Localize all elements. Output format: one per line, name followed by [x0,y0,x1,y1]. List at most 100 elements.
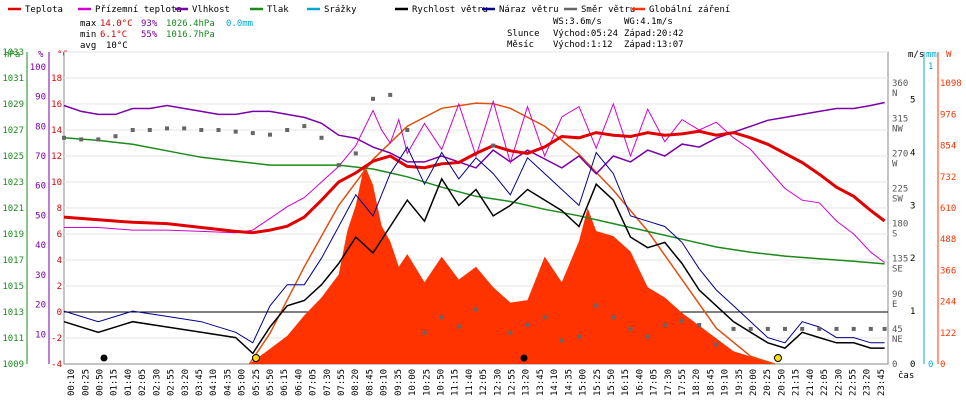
time-tick-45: 18:45 [706,369,716,396]
ms-tick-3: 2 [910,254,915,264]
w-tick-0: 1098 [940,79,962,89]
time-tick-26: 10:50 [437,369,447,396]
time-tick-34: 14:10 [550,369,560,396]
wind-direction-point-24 [474,307,478,312]
hpa-tick-1: 1031 [2,74,24,84]
hpa-tick-4: 1025 [2,152,24,162]
time-tick-1: 00:25 [81,369,91,396]
stat-max-0: max [80,19,97,29]
time-tick-14: 05:50 [266,369,276,396]
axis-w-label: W [946,50,952,60]
time-tick-33: 13:45 [536,369,546,396]
dir-tick-0: 360 [892,79,908,89]
dir-tick-6: 90 [892,290,903,300]
legend: Teplota Přízemní teplota Vlhkost Tlak Srážky… [8,5,730,15]
dir-tick-name-6: E [892,300,897,310]
time-tick-49: 20:25 [763,369,773,396]
time-tick-54: 22:30 [834,369,844,396]
ms-tick-4: 1 [910,307,915,317]
wind-direction-point-45 [834,326,839,331]
wind-direction-point-36 [680,319,684,324]
sun-rise-marker [252,354,260,362]
time-tick-48: 20:00 [749,369,759,396]
stat-max-4: 0.0mm [226,19,253,29]
dir-tick-name-5: SE [892,265,903,275]
wind-direction-point-37 [697,323,702,327]
moon-rise: Východ:1:12 [553,40,613,50]
dir-tick-2: 270 [892,149,908,159]
dir-tick-8: 0 [892,360,897,370]
series-temperature [63,129,886,235]
series-ground-temperature [64,99,885,263]
wind-direction-point-20 [405,128,410,132]
time-tick-6: 02:30 [152,369,162,396]
wind-direction-point-27 [525,323,530,327]
legend-label-4: Srážky [324,5,357,15]
stat-min-2: 55% [141,30,158,40]
degc-tick-4: 10 [51,178,62,188]
w-tick-5: 488 [940,235,956,245]
wind-direction-point-46 [851,326,856,331]
dir-tick-name-7: NE [892,335,903,345]
time-tick-12: 05:00 [238,369,248,396]
wind-direction-point-47 [868,326,873,331]
wind-direction-point-23 [456,324,461,329]
hpa-tick-5: 1023 [2,178,24,188]
wind-direction-point-35 [662,323,667,327]
wind-direction-point-22 [439,315,444,320]
time-tick-11: 04:35 [223,369,233,396]
degc-tick-10: -2 [51,334,62,344]
degc-tick-7: 4 [57,256,62,266]
ms-tick-5: 0 [910,360,915,370]
time-tick-2: 00:50 [96,369,106,396]
time-tick-40: 16:40 [635,369,645,396]
axis-ms-label: m/s [908,50,924,60]
legend-label-2: Vlhkost [192,5,230,15]
time-tick-5: 02:05 [138,369,148,396]
wind-direction-point-1 [79,137,84,142]
time-tick-27: 11:15 [451,369,461,396]
wind-direction-point-2 [96,137,101,142]
wind-direction-point-44 [817,326,822,331]
wind-direction-point-41 [765,326,770,331]
time-tick-51: 21:15 [792,369,802,396]
pct-tick-9: 10 [35,330,46,340]
ms-tick-0: 5 [910,96,915,106]
hpa-tick-9: 1015 [2,282,24,292]
dir-tick-3: 225 [892,185,908,195]
pct-tick-3: 70 [35,152,46,162]
plot-area [62,51,889,365]
time-tick-47: 19:35 [735,369,745,396]
sun-set: Západ:20:42 [624,29,684,39]
degc-tick-2: 14 [51,126,62,136]
degc-tick-0: 18 [51,74,62,84]
w-tick-8: 122 [940,329,956,339]
wind-direction-point-4 [130,128,135,132]
hpa-tick-12: 1009 [2,360,24,370]
dir-tick-name-0: N [892,89,897,99]
stat-min-1: 6.1°C [100,30,127,40]
axis-degc-label: °C [57,50,68,60]
pct-tick-6: 40 [35,241,46,251]
time-tick-37: 15:25 [593,369,603,396]
hpa-tick-8: 1017 [2,256,24,266]
wind-direction-point-10 [233,129,238,134]
w-tick-2: 854 [940,142,956,152]
degc-tick-11: -4 [51,360,62,370]
dir-tick-4: 180 [892,220,908,230]
time-tick-38: 15:50 [607,369,617,396]
time-tick-46: 19:10 [721,369,731,396]
time-tick-32: 13:20 [522,369,532,396]
wind-direction-point-31 [594,303,599,308]
time-tick-23: 09:35 [394,369,404,396]
pct-tick-0: 100 [30,63,46,73]
wind-direction-point-28 [542,315,547,320]
wind-direction-point-43 [800,326,805,331]
wind-direction-point-39 [731,326,736,331]
legend-label-0: Teplota [25,5,63,15]
wind-direction-point-7 [182,126,187,131]
pct-tick-8: 20 [35,301,46,311]
hpa-tick-6: 1021 [2,204,24,214]
hpa-tick-10: 1013 [2,308,24,318]
time-tick-24: 10:00 [408,369,418,396]
